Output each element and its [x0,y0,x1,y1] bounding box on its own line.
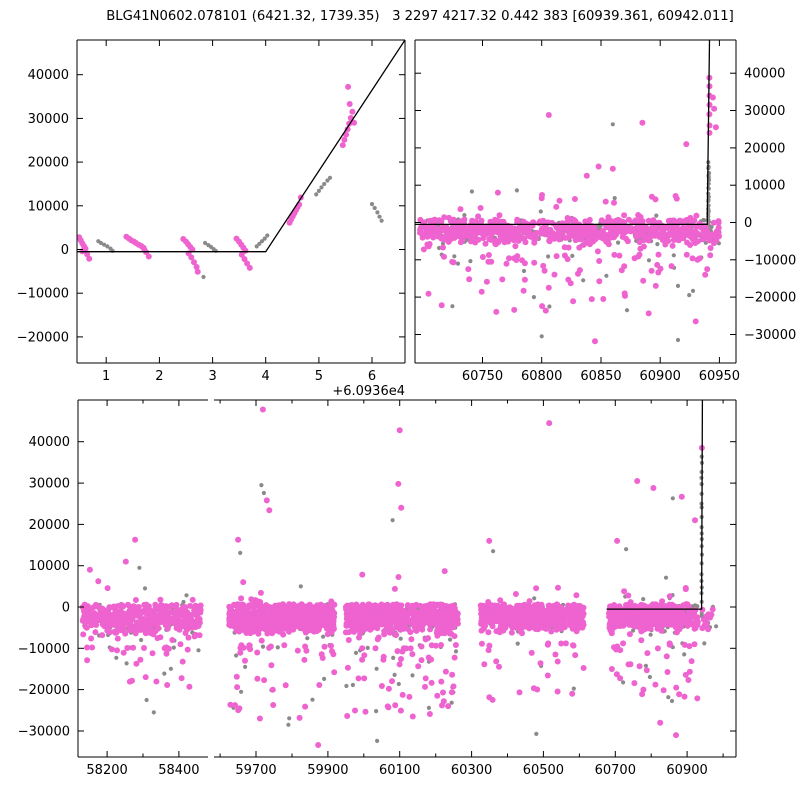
y-tick-label: −20000 [744,291,796,306]
event-zoom-chart: 1 2 3 4 5 6 −20000 −10000 0 10000 20000 30000 40000 +… [17,39,406,399]
y-tick-label: 40000 [28,68,69,83]
model-line [415,40,711,226]
y-tick-label: 20000 [29,518,70,533]
y-tick-label: 30000 [744,104,785,119]
x-tick-label: 2 [155,369,163,384]
data-points-primary [79,536,204,690]
x-tick-label: 59700 [235,763,276,778]
figure-title: BLG41N0602.078101 (6421.32, 1739.35) 3 2… [106,9,734,24]
y-tick-label: 0 [62,601,70,616]
y-tick-label: 40000 [744,67,785,82]
full-lightcurve-chart: 58200 58400 59700 59900 60100 60300 60500 60700… [18,399,737,778]
x-axis-offset-label: +6.0936e4 [332,384,405,399]
y-tick-label: 10000 [29,559,70,574]
x-tick-label: 59900 [307,763,348,778]
x-tick-label: 5 [315,369,323,384]
x-ticks [219,400,724,757]
x-tick-label: 60850 [580,369,621,384]
model-line [77,40,405,253]
y-tick-label: −20000 [17,330,69,345]
y-tick-label: 0 [744,216,752,231]
x-tick-label: 60950 [699,369,740,384]
y-tick-label: 10000 [744,179,785,194]
y-tick-label: −30000 [18,725,70,740]
data-points-primary [417,74,722,345]
y-tick-label: 40000 [29,435,70,450]
y-tick-label: −10000 [744,253,796,268]
y-tick-label: 0 [61,243,69,258]
data-points-primary [77,83,357,275]
data-points-secondary [227,454,719,744]
x-ticks [105,40,373,363]
x-tick-label: 60500 [523,763,564,778]
x-tick-label: 60800 [521,369,562,384]
y-ticks [77,74,405,338]
data-points-secondary [81,565,202,715]
panel-frame [414,39,737,364]
data-points-secondary [96,175,384,280]
model-line [606,400,704,610]
y-ticks [415,72,736,335]
x-tick-label: 4 [262,369,270,384]
x-tick-label: 60100 [379,763,420,778]
x-ticks [106,400,180,757]
y-ticks [730,441,736,732]
panel-frame [76,39,406,364]
data-points-primary [226,406,716,748]
x-tick-label: 58200 [86,763,127,778]
y-tick-label: 30000 [29,477,70,492]
y-tick-label: −10000 [17,287,69,302]
y-tick-label: −10000 [18,642,70,657]
y-tick-label: 10000 [28,199,69,214]
panel-frame [214,399,737,758]
x-tick-label: 58400 [158,763,199,778]
x-ticks [482,40,720,363]
x-tick-label: 1 [102,369,110,384]
x-tick-label: 60900 [666,763,707,778]
x-tick-label: 60700 [595,763,636,778]
y-tick-label: 20000 [28,156,69,171]
y-tick-label: 20000 [744,141,785,156]
season-zoom-chart: 60750 60800 60850 60900 60950 −30000 −20000 −10… [414,39,796,384]
y-tick-label: 30000 [28,112,69,127]
y-ticks [78,441,84,732]
x-tick-label: 6 [368,369,376,384]
x-tick-label: 60300 [451,763,492,778]
x-tick-label: 3 [208,369,216,384]
x-tick-label: 60900 [640,369,681,384]
y-tick-label: −30000 [744,328,796,343]
y-tick-label: −20000 [18,683,70,698]
x-tick-label: 60750 [462,369,503,384]
